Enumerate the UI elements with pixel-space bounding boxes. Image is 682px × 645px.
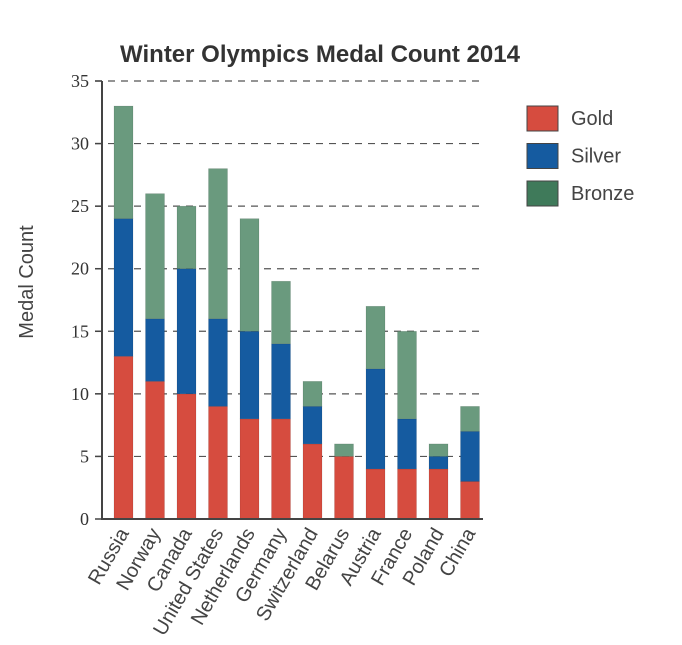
- bar-silver-switzerland: [302, 406, 323, 445]
- y-tick-label: 0: [80, 509, 89, 529]
- bar-gold-austria: [365, 468, 386, 520]
- bar-silver-united-states: [208, 318, 228, 407]
- bar-silver-germany: [271, 343, 291, 420]
- axes: [95, 80, 483, 520]
- bar-silver-norway: [145, 318, 165, 382]
- bar-bronze-austria: [365, 305, 386, 370]
- bar-bronze-norway: [145, 193, 165, 320]
- y-tick-label: 25: [71, 196, 89, 216]
- bar-bronze-germany: [271, 280, 291, 345]
- bar-gold-belarus: [334, 456, 354, 520]
- bar-bronze-china: [460, 406, 480, 432]
- legend-swatch-bronze: [526, 180, 559, 207]
- bar-bronze-united-states: [208, 168, 228, 320]
- chart-title: Winter Olympics Medal Count 2014: [120, 41, 521, 68]
- legend-label-silver: Silver: [571, 146, 621, 168]
- bar-gold-switzerland: [302, 443, 323, 520]
- y-tick-label: 5: [80, 446, 89, 466]
- y-tick-label: 10: [71, 384, 89, 404]
- bar-bronze-france: [397, 330, 417, 420]
- legend-label-bronze: Bronze: [571, 183, 634, 205]
- bar-gold-china: [460, 481, 480, 520]
- bar-silver-canada: [176, 268, 197, 395]
- y-axis-label: Medal Count: [16, 225, 38, 339]
- y-tick-labels: 0 5 10 15 20 25 30 35: [71, 71, 89, 529]
- bar-gold-france: [397, 468, 417, 520]
- bar-gold-germany: [271, 418, 291, 520]
- legend-swatch-silver: [526, 143, 559, 169]
- bar-bronze-russia: [113, 105, 134, 219]
- bar-silver-poland: [428, 456, 449, 470]
- bar-silver-china: [460, 431, 480, 482]
- bar-silver-netherlands: [239, 330, 260, 420]
- y-tick-label: 20: [71, 259, 89, 279]
- bar-gold-united-states: [208, 406, 228, 520]
- bar-silver-russia: [113, 218, 134, 357]
- y-tick-label: 35: [71, 71, 89, 91]
- bar-gold-poland: [428, 468, 449, 520]
- bar-bronze-switzerland: [302, 381, 323, 407]
- bar-gold-russia: [113, 356, 134, 520]
- y-tick-label: 30: [71, 134, 89, 154]
- legend-swatch-gold: [526, 105, 559, 132]
- bar-bronze-netherlands: [239, 218, 260, 332]
- bar-bronze-canada: [176, 205, 197, 270]
- bar-gold-canada: [176, 393, 197, 520]
- bar-bronze-poland: [428, 443, 449, 457]
- bar-silver-france: [397, 418, 417, 470]
- bar-silver-austria: [365, 368, 386, 470]
- bar-bronze-belarus: [334, 443, 354, 457]
- bars: [113, 105, 480, 520]
- legend-label-gold: Gold: [571, 108, 613, 130]
- y-tick-label: 15: [71, 321, 89, 341]
- legend: Gold Silver Bronze: [526, 105, 634, 207]
- bar-gold-netherlands: [239, 418, 260, 520]
- bar-gold-norway: [145, 381, 165, 520]
